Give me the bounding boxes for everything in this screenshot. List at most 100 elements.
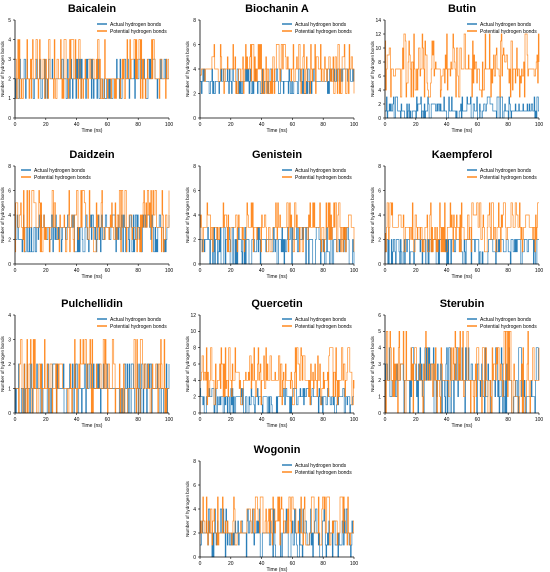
y-tick-label: 6 <box>378 313 381 319</box>
chart-title: Quercetin <box>251 298 303 310</box>
y-tick-label: 8 <box>378 164 381 170</box>
x-tick-label: 60 <box>105 268 111 274</box>
x-tick-label: 20 <box>228 268 234 274</box>
chart-panel: Biochanin A 0 20 40 60 80 100 0 2 4 6 8 Time (ns) Num… <box>185 3 358 134</box>
chart-panel: Butin 0 20 40 60 80 100 0 2 4 6 8 10 12 14 Time (ns) Num… <box>370 3 543 134</box>
x-axis-label: Time (ns) <box>452 423 473 429</box>
x-tick-label: 0 <box>199 122 202 128</box>
y-axis-label: Number of hydrogen bonds <box>185 480 190 536</box>
y-tick-label: 0 <box>378 262 381 268</box>
y-axis-label: Number of hydrogen bonds <box>0 335 5 391</box>
x-tick-label: 60 <box>475 268 481 274</box>
y-tick-label: 4 <box>378 345 381 351</box>
x-tick-label: 100 <box>165 122 174 128</box>
x-tick-label: 100 <box>165 268 174 274</box>
potential-series-line <box>200 347 355 406</box>
chart-panel: Wogonin 0 20 40 60 80 100 0 2 4 6 8 Time (ns) Number … <box>185 444 358 572</box>
x-tick-label: 20 <box>413 268 419 274</box>
y-tick-label: 4 <box>193 507 196 513</box>
y-tick-label: 2 <box>378 378 381 384</box>
y-tick-label: 10 <box>375 46 381 52</box>
x-tick-label: 20 <box>43 122 49 128</box>
y-tick-label: 4 <box>8 213 11 219</box>
x-tick-label: 100 <box>535 417 544 423</box>
y-tick-label: 4 <box>193 67 196 73</box>
x-tick-label: 80 <box>505 417 511 423</box>
x-tick-label: 20 <box>413 122 419 128</box>
y-tick-label: 6 <box>378 74 381 80</box>
y-tick-label: 2 <box>378 102 381 108</box>
y-tick-label: 3 <box>8 337 11 343</box>
y-tick-label: 6 <box>193 188 196 194</box>
potential-series-line <box>200 496 354 546</box>
x-tick-label: 0 <box>384 122 387 128</box>
x-tick-label: 100 <box>535 268 544 274</box>
y-axis-label: Number of hydrogen bonds <box>370 335 375 391</box>
y-axis-label: Number of hydrogen bonds <box>0 40 5 96</box>
legend-entry: Potential hydrogen bonds <box>110 324 167 330</box>
y-axis-label: Number of hydrogen bonds <box>185 335 190 391</box>
x-tick-label: 0 <box>199 417 202 423</box>
x-tick-label: 80 <box>135 268 141 274</box>
x-tick-label: 80 <box>505 122 511 128</box>
y-tick-label: 0 <box>193 411 196 417</box>
legend-entry: Potential hydrogen bonds <box>34 175 91 181</box>
x-tick-label: 80 <box>320 561 326 567</box>
potential-series-line <box>15 190 170 253</box>
y-tick-label: 12 <box>190 313 196 319</box>
x-tick-label: 40 <box>444 122 450 128</box>
chart-title: Genistein <box>252 149 302 161</box>
x-tick-label: 40 <box>444 417 450 423</box>
x-tick-label: 80 <box>135 122 141 128</box>
y-tick-label: 2 <box>193 394 196 400</box>
chart-panel: Genistein 0 20 40 60 80 100 0 2 4 6 8 Time (ns) Numbe… <box>185 149 358 280</box>
chart-title: Butin <box>448 3 476 15</box>
y-tick-label: 8 <box>193 345 196 351</box>
legend-entry: Actual hydrogen bonds <box>295 317 347 323</box>
x-tick-label: 20 <box>43 268 49 274</box>
x-axis-label: Time (ns) <box>267 423 288 429</box>
legend-entry: Actual hydrogen bonds <box>480 22 532 28</box>
y-axis-label: Number of hydrogen bonds <box>185 186 190 242</box>
x-tick-label: 60 <box>290 417 296 423</box>
y-tick-label: 8 <box>378 60 381 66</box>
x-tick-label: 60 <box>475 122 481 128</box>
x-tick-label: 0 <box>384 417 387 423</box>
legend-entry: Actual hydrogen bonds <box>295 168 347 174</box>
y-tick-label: 2 <box>193 237 196 243</box>
chart-panel: Kaempferol 0 20 40 60 80 100 0 2 4 6 8 Time (ns) Numb… <box>370 149 543 280</box>
legend-entry: Actual hydrogen bonds <box>480 317 532 323</box>
x-tick-label: 0 <box>199 561 202 567</box>
y-tick-label: 6 <box>378 188 381 194</box>
legend-entry: Potential hydrogen bonds <box>480 324 537 330</box>
x-tick-label: 80 <box>320 122 326 128</box>
y-tick-label: 0 <box>8 411 11 417</box>
legend-entry: Actual hydrogen bonds <box>295 22 347 28</box>
y-tick-label: 6 <box>193 42 196 48</box>
x-tick-label: 0 <box>384 268 387 274</box>
chart-title: Wogonin <box>254 444 301 456</box>
x-tick-label: 40 <box>74 122 80 128</box>
x-tick-label: 40 <box>444 268 450 274</box>
x-tick-label: 100 <box>350 268 359 274</box>
x-axis-label: Time (ns) <box>82 423 103 429</box>
y-tick-label: 4 <box>8 37 11 43</box>
x-tick-label: 100 <box>350 417 359 423</box>
y-tick-label: 1 <box>8 386 11 392</box>
legend-entry: Actual hydrogen bonds <box>110 317 162 323</box>
x-tick-label: 40 <box>259 417 265 423</box>
potential-series-line <box>385 33 540 98</box>
x-tick-label: 60 <box>290 268 296 274</box>
y-tick-label: 6 <box>193 483 196 489</box>
y-axis-label: Number of hydrogen bonds <box>185 40 190 96</box>
x-tick-label: 40 <box>74 417 80 423</box>
x-axis-label: Time (ns) <box>267 567 288 572</box>
y-tick-label: 10 <box>190 329 196 335</box>
y-axis-label: Number of hydrogen bonds <box>0 186 5 242</box>
y-axis-label: Number of hydrogen bonds <box>370 186 375 242</box>
y-tick-label: 5 <box>378 329 381 335</box>
x-tick-label: 100 <box>350 122 359 128</box>
y-tick-label: 6 <box>193 362 196 368</box>
x-tick-label: 60 <box>105 417 111 423</box>
y-tick-label: 12 <box>375 32 381 38</box>
